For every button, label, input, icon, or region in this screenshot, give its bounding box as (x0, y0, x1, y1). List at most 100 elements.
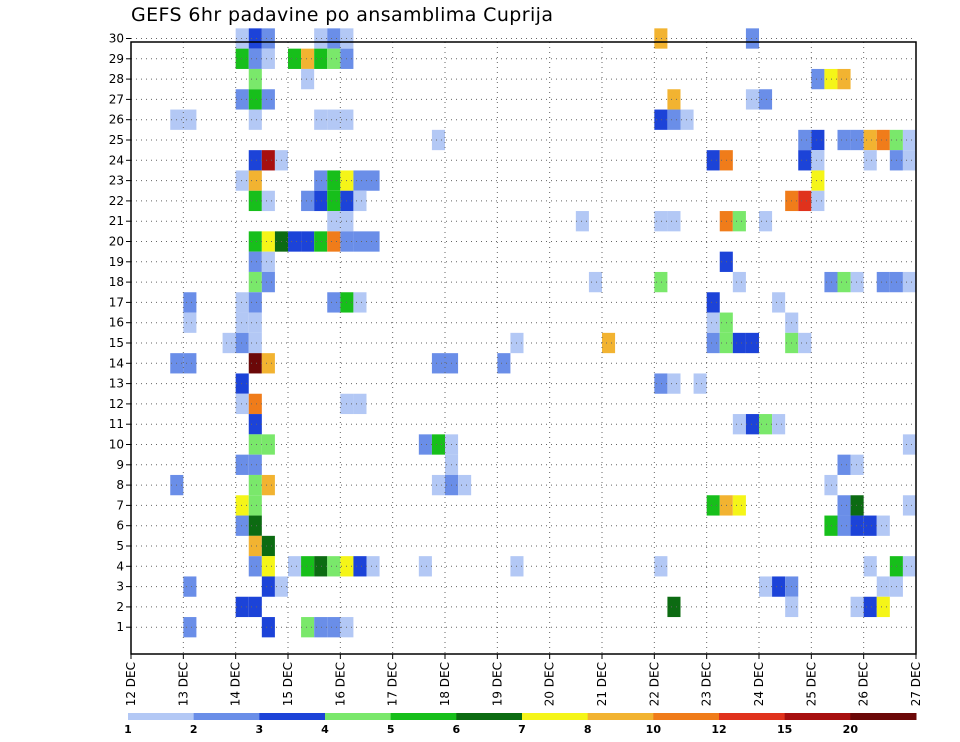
x-tick-label: 25 DEC (804, 662, 818, 706)
y-tick-label: 6 (116, 519, 124, 533)
heatmap-cell (837, 129, 851, 151)
heatmap-cell (706, 150, 720, 171)
heatmap-cell (418, 434, 432, 455)
y-tick-label: 21 (109, 214, 124, 228)
y-tick-label: 10 (109, 438, 124, 452)
x-tick-label: 13 DEC (176, 662, 190, 706)
heatmap-cell (850, 495, 864, 516)
heatmap-cell (248, 89, 262, 110)
heatmap-cell (850, 454, 864, 475)
colorbar-segment (653, 713, 720, 720)
heatmap-cell (837, 68, 851, 90)
heatmap-cell (248, 353, 262, 374)
heatmap-cell (654, 373, 668, 394)
plot-frame (130, 41, 917, 655)
heatmap-cell (353, 170, 367, 191)
heatmap-cell (301, 231, 315, 252)
colorbar-segment (128, 713, 195, 720)
colorbar-label: 15 (777, 723, 792, 736)
heatmap-cell (706, 312, 720, 333)
heatmap-cell (876, 129, 890, 151)
heatmap-cell (327, 48, 341, 69)
heatmap-cell (183, 353, 197, 374)
y-tick-label: 12 (109, 397, 124, 411)
heatmap-cell (850, 271, 864, 293)
colorbar-label: 3 (256, 723, 264, 736)
heatmap-cell (837, 515, 851, 536)
heatmap-cell (288, 48, 302, 69)
heatmap-cell (602, 332, 616, 354)
heatmap-cell (431, 353, 445, 374)
heatmap-cell (431, 434, 445, 455)
heatmap-cell (811, 150, 825, 171)
gridlines (131, 38, 916, 654)
y-tick-label: 28 (109, 72, 124, 86)
heatmap-cell (248, 556, 262, 577)
x-axis: 12 DEC 13 DEC 14 DEC 15 DEC 16 DEC 17 DEC 18 D… (124, 654, 923, 706)
heatmap-cell (301, 68, 315, 90)
heatmap-cell (863, 515, 877, 536)
heatmap-cell (902, 129, 916, 151)
heatmap-cell (235, 48, 249, 69)
heatmap-cell (183, 576, 197, 597)
y-tick-label: 8 (116, 478, 124, 492)
heatmap-cell (824, 515, 838, 536)
y-tick-label: 19 (109, 255, 124, 269)
heatmap-cell (314, 109, 328, 130)
colorbar-label: 7 (518, 723, 526, 736)
heatmap-cell (772, 576, 786, 597)
heatmap-cell (261, 576, 275, 597)
heatmap-cell (353, 190, 367, 212)
heatmap-cell (327, 109, 341, 130)
colorbar-label: 12 (711, 723, 726, 736)
heatmap-cell (497, 353, 511, 374)
heatmap-cell (314, 28, 328, 49)
colorbar-segment (193, 713, 260, 720)
heatmap-cell (824, 271, 838, 293)
heatmap-cell (902, 495, 916, 516)
heatmap-cell (824, 68, 838, 90)
y-tick-label: 2 (116, 600, 124, 614)
heatmap-cell (261, 190, 275, 212)
heatmap-cell (301, 617, 315, 638)
cells-layer (170, 28, 916, 638)
heatmap-cell (366, 231, 380, 252)
heatmap-cell (314, 231, 328, 252)
heatmap-cell (235, 515, 249, 536)
heatmap-cell (327, 292, 341, 313)
colorbar-label: 5 (387, 723, 395, 736)
x-tick-label: 15 DEC (281, 662, 295, 706)
heatmap-cell (654, 28, 668, 49)
heatmap-cell (261, 474, 275, 496)
heatmap-cell (327, 190, 341, 212)
heatmap-cell (759, 89, 773, 110)
heatmap-cell (288, 231, 302, 252)
y-tick-label: 15 (109, 336, 124, 350)
colorbar-segment (850, 713, 917, 720)
heatmap-cell (235, 292, 249, 313)
heatmap-cell (248, 292, 262, 313)
x-tick-label: 19 DEC (490, 662, 504, 706)
heatmap-cell (248, 596, 262, 618)
heatmap-cell (235, 170, 249, 191)
y-tick-label: 13 (109, 377, 124, 391)
heatmap-cell (314, 556, 328, 577)
x-tick-label: 22 DEC (647, 662, 661, 706)
heatmap-cell (811, 68, 825, 90)
heatmap-cell (248, 454, 262, 475)
heatmap-cell (876, 576, 890, 597)
heatmap-cell (248, 48, 262, 69)
colorbar-label: 10 (646, 723, 662, 736)
heatmap-cell (680, 109, 694, 130)
heatmap-cell (288, 556, 302, 577)
y-tick-label: 25 (109, 133, 124, 147)
y-tick-label: 1 (116, 620, 124, 634)
heatmap-cell (706, 292, 720, 313)
heatmap-cell (837, 495, 851, 516)
heatmap-cell (261, 617, 275, 638)
heatmap-cell (902, 271, 916, 293)
y-tick-label: 22 (109, 194, 124, 208)
heatmap-cell (575, 211, 589, 232)
x-tick-label: 24 DEC (752, 662, 766, 706)
heatmap-cell (183, 292, 197, 313)
